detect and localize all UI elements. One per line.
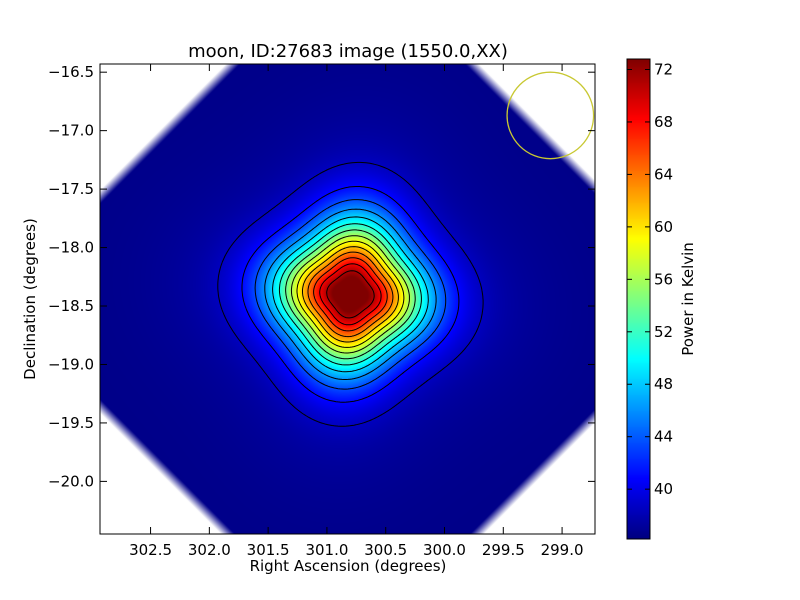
plot-area bbox=[100, 64, 595, 534]
colorbar-tick-label: 72 bbox=[654, 60, 673, 78]
colorbar-tick-label: 44 bbox=[654, 428, 673, 446]
x-tick-label: 301.5 bbox=[247, 541, 290, 559]
contour-level-9 bbox=[302, 246, 399, 343]
beam-circle bbox=[506, 71, 595, 160]
contour-level-6 bbox=[285, 229, 416, 360]
y-tick-label: −18.0 bbox=[48, 239, 94, 257]
contour-level-12 bbox=[319, 263, 382, 326]
y-tick-label: −17.5 bbox=[48, 180, 94, 198]
contour-level-0 bbox=[217, 161, 484, 427]
contour-lines bbox=[217, 161, 484, 427]
y-tick-label: −16.5 bbox=[48, 63, 94, 81]
x-tick-label: 302.5 bbox=[129, 541, 172, 559]
y-tick-label: −19.5 bbox=[48, 414, 94, 432]
y-axis-label: Declination (degrees) bbox=[21, 218, 39, 380]
y-axis-ticks: −16.5 −17.0 −17.5 −18.0 −18.5 −19.0 −19.5 −20.0 bbox=[48, 63, 595, 490]
colorbar: 40 44 48 52 56 60 64 68 72 Power in Kelvin bbox=[626, 58, 697, 540]
y-tick-label: −20.0 bbox=[48, 472, 94, 490]
colorbar-gradient bbox=[627, 59, 650, 539]
colorbar-frame bbox=[626, 58, 651, 540]
x-tick-label: 299.0 bbox=[541, 541, 584, 559]
x-tick-label: 300.5 bbox=[364, 541, 407, 559]
contour-level-13 bbox=[326, 270, 375, 319]
x-tick-label: 302.0 bbox=[188, 541, 231, 559]
colorbar-label: Power in Kelvin bbox=[679, 242, 697, 356]
contour-level-1 bbox=[241, 186, 460, 403]
colorbar-tick-label: 60 bbox=[654, 218, 673, 236]
heatmap-image bbox=[100, 64, 595, 534]
contour-level-2 bbox=[254, 199, 447, 390]
x-tick-label: 300.0 bbox=[423, 541, 466, 559]
x-axis-ticks: 302.5 302.0 301.5 301.0 300.5 300.0 299.5 299.0 bbox=[129, 64, 584, 559]
colorbar-tick-label: 40 bbox=[654, 480, 673, 498]
colorbar-tick-label: 56 bbox=[654, 270, 673, 288]
colorbar-ticks: 40 44 48 52 56 60 64 68 72 bbox=[627, 60, 673, 498]
colorbar-tick-label: 48 bbox=[654, 375, 673, 393]
contour-level-8 bbox=[296, 240, 405, 348]
contour-level-3 bbox=[264, 208, 437, 380]
contour-level-11 bbox=[313, 257, 388, 332]
plot-frame bbox=[99, 63, 596, 535]
x-tick-label: 299.5 bbox=[482, 541, 525, 559]
y-tick-label: −18.5 bbox=[48, 297, 94, 315]
x-tick-label: 301.0 bbox=[305, 541, 348, 559]
colorbar-tick-label: 52 bbox=[654, 323, 673, 341]
contour-level-10 bbox=[307, 251, 394, 338]
contour-level-7 bbox=[290, 235, 410, 354]
x-axis-label: Right Ascension (degrees) bbox=[250, 557, 447, 575]
colorbar-tick-label: 68 bbox=[654, 113, 673, 131]
y-tick-label: −17.0 bbox=[48, 122, 94, 140]
chart-title: moon, ID:27683 image (1550.0,XX) bbox=[188, 41, 508, 62]
y-tick-label: −19.0 bbox=[48, 355, 94, 373]
contour-level-4 bbox=[272, 216, 429, 373]
colorbar-tick-label: 64 bbox=[654, 165, 673, 183]
contour-level-5 bbox=[278, 223, 422, 366]
